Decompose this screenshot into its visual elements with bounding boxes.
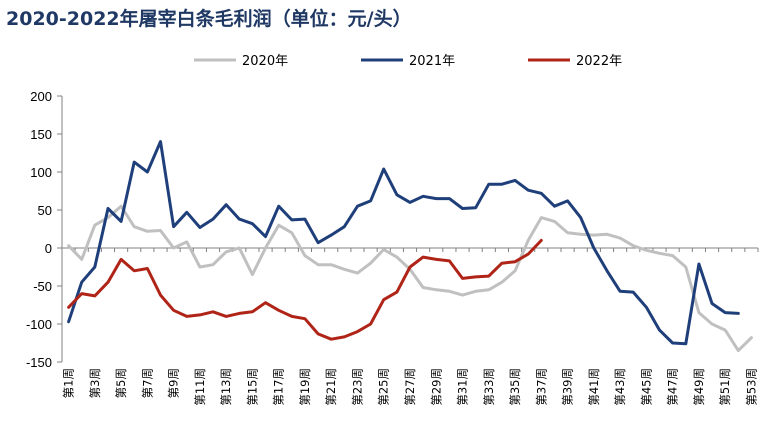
x-tick-label: 第15周 xyxy=(245,368,259,406)
x-tick-label: 第25周 xyxy=(377,368,391,406)
series-layer xyxy=(67,140,753,353)
y-axis: 200 150 100 50 0 -50 -100 -150 xyxy=(26,89,63,370)
series-line-2022年 xyxy=(67,238,543,341)
x-tick-label: 第45周 xyxy=(639,368,653,406)
legend-label: 2021年 xyxy=(409,54,455,69)
legend: 2020年 2021年 2022年 xyxy=(194,54,622,69)
x-tick-label: 第13周 xyxy=(219,368,233,406)
x-tick-label: 第7周 xyxy=(140,368,154,398)
series-line-2021年 xyxy=(67,140,740,346)
legend-label: 2020年 xyxy=(242,54,288,69)
x-tick-label: 第21周 xyxy=(324,368,338,406)
x-tick-label: 第9周 xyxy=(167,368,181,398)
x-tick-label: 第27周 xyxy=(403,368,417,406)
x-axis: 第1周 第3周 第5周 第7周 第9周 第11周 第13周 第15周 第17周 第19周 第21周第… xyxy=(61,247,759,406)
x-tick-label: 第33周 xyxy=(482,368,496,406)
x-tick-label: 第47周 xyxy=(666,368,680,406)
y-tick-label: -100 xyxy=(26,317,52,332)
x-tick-label: 第39周 xyxy=(561,368,575,406)
y-tick-label: 0 xyxy=(45,241,52,256)
x-tick-label: 第49周 xyxy=(692,368,706,406)
chart-title: 2020-2022年屠宰白条毛利润（单位：元/头） xyxy=(6,8,412,30)
x-tick-label: 第41周 xyxy=(587,368,601,406)
x-tick-label: 第35周 xyxy=(508,368,522,406)
y-tick-label: 100 xyxy=(30,165,52,180)
y-tick-label: 200 xyxy=(30,89,52,104)
x-tick-label: 第23周 xyxy=(350,368,364,406)
y-tick-label: -150 xyxy=(26,355,52,370)
series-line-2020年 xyxy=(67,204,753,353)
x-tick-label: 第19周 xyxy=(298,368,312,406)
x-tick-label: 第51周 xyxy=(718,368,732,406)
y-tick-label: 50 xyxy=(38,203,52,218)
x-tick-label: 第31周 xyxy=(456,368,470,406)
x-tick-label: 第43周 xyxy=(613,368,627,406)
y-tick-label: 150 xyxy=(30,127,52,142)
x-tick-label: 第17周 xyxy=(272,368,286,406)
y-tick-label: -50 xyxy=(33,279,52,294)
x-tick-label: 第1周 xyxy=(62,368,76,398)
x-tick-label: 第37周 xyxy=(534,368,548,406)
x-tick-label: 第29周 xyxy=(429,368,443,406)
legend-label: 2022年 xyxy=(576,54,622,69)
x-tick-label: 第5周 xyxy=(114,368,128,398)
x-tick-label: 第53周 xyxy=(744,368,758,406)
x-tick-label: 第11周 xyxy=(193,368,207,406)
x-tick-label: 第3周 xyxy=(88,368,102,398)
